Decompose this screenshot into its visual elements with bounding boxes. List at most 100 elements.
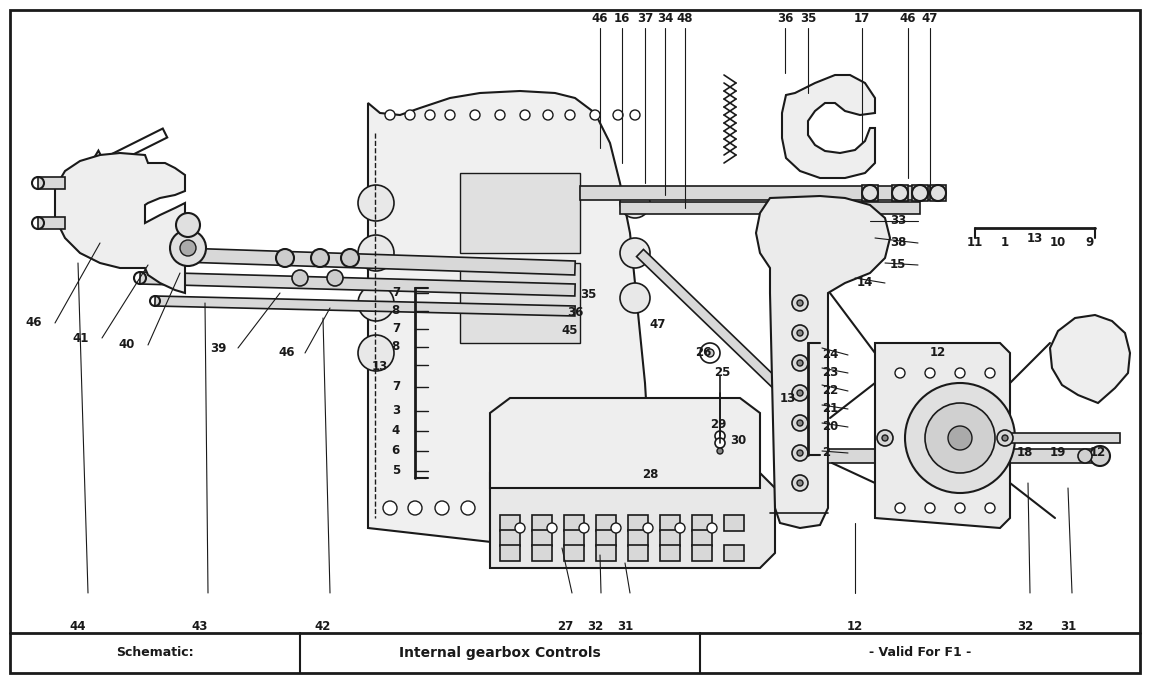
Polygon shape (724, 545, 744, 561)
Text: 16: 16 (614, 12, 630, 25)
Circle shape (905, 383, 1015, 493)
Text: 12: 12 (930, 346, 946, 359)
Circle shape (383, 501, 397, 515)
Circle shape (327, 270, 343, 286)
Circle shape (435, 501, 448, 515)
Polygon shape (490, 473, 775, 568)
Circle shape (986, 503, 995, 513)
Circle shape (792, 475, 808, 491)
Circle shape (792, 445, 808, 461)
Circle shape (895, 368, 905, 378)
Circle shape (792, 355, 808, 371)
Circle shape (515, 523, 526, 533)
Circle shape (716, 448, 723, 454)
Text: 18: 18 (1017, 447, 1033, 460)
Text: 31: 31 (616, 619, 634, 632)
Circle shape (543, 110, 553, 120)
Bar (460, 263, 580, 343)
Text: 13: 13 (1027, 232, 1043, 245)
Text: 36: 36 (567, 307, 583, 320)
Text: Internal gearbox Controls: Internal gearbox Controls (399, 646, 600, 660)
Circle shape (792, 385, 808, 401)
Text: 33: 33 (890, 214, 906, 227)
Circle shape (578, 523, 589, 533)
Circle shape (997, 430, 1013, 446)
Circle shape (408, 501, 422, 515)
Bar (460, 173, 580, 253)
Polygon shape (38, 177, 66, 189)
Text: Schematic:: Schematic: (116, 647, 194, 660)
Circle shape (912, 185, 928, 201)
Polygon shape (500, 515, 520, 531)
Circle shape (675, 523, 685, 533)
Circle shape (1090, 446, 1110, 466)
Circle shape (797, 330, 803, 336)
Text: 44: 44 (70, 619, 86, 632)
Text: 8: 8 (392, 305, 400, 318)
Circle shape (358, 335, 394, 371)
Text: 23: 23 (822, 367, 838, 380)
Polygon shape (500, 545, 520, 561)
Polygon shape (628, 515, 647, 531)
Circle shape (925, 403, 995, 473)
Circle shape (797, 390, 803, 396)
Circle shape (292, 270, 308, 286)
Text: 2: 2 (822, 447, 830, 460)
Circle shape (1078, 449, 1092, 463)
Circle shape (948, 426, 972, 450)
Circle shape (892, 185, 908, 201)
Text: 14: 14 (857, 277, 873, 290)
Text: 47: 47 (650, 318, 666, 331)
Text: 6: 6 (392, 445, 400, 458)
Polygon shape (596, 515, 616, 531)
Text: - Valid For F1 -: - Valid For F1 - (869, 647, 971, 660)
Text: 35: 35 (799, 12, 816, 25)
Circle shape (565, 110, 575, 120)
Text: 46: 46 (899, 12, 917, 25)
Polygon shape (1050, 315, 1130, 403)
Text: 12: 12 (846, 619, 864, 632)
Circle shape (181, 240, 196, 256)
Circle shape (342, 249, 359, 267)
Text: 19: 19 (1050, 447, 1066, 460)
Text: 35: 35 (580, 288, 596, 301)
Circle shape (170, 230, 206, 266)
Text: 9: 9 (1086, 236, 1094, 249)
Text: 46: 46 (25, 316, 41, 329)
Text: 24: 24 (822, 348, 838, 361)
Circle shape (620, 238, 650, 268)
Circle shape (310, 249, 329, 267)
Circle shape (405, 110, 415, 120)
Circle shape (716, 441, 723, 447)
Text: 13: 13 (780, 393, 796, 406)
Text: 29: 29 (710, 419, 726, 432)
Polygon shape (500, 530, 520, 546)
Text: 25: 25 (714, 367, 730, 380)
Circle shape (954, 368, 965, 378)
Circle shape (797, 450, 803, 456)
Text: 46: 46 (278, 346, 294, 359)
Polygon shape (120, 246, 575, 275)
Polygon shape (756, 196, 890, 528)
FancyArrow shape (85, 128, 167, 176)
Polygon shape (692, 545, 712, 561)
Polygon shape (620, 202, 920, 214)
Polygon shape (368, 91, 647, 543)
Circle shape (797, 420, 803, 426)
Text: 7: 7 (392, 322, 400, 335)
Polygon shape (875, 343, 1010, 528)
Circle shape (706, 349, 714, 357)
Text: 15: 15 (890, 258, 906, 272)
Polygon shape (692, 515, 712, 531)
Polygon shape (580, 186, 940, 200)
Polygon shape (660, 545, 680, 561)
Text: 46: 46 (592, 12, 608, 25)
Text: 11: 11 (967, 236, 983, 249)
Text: 3: 3 (392, 404, 400, 417)
Text: 31: 31 (1060, 619, 1076, 632)
Polygon shape (782, 75, 875, 178)
Polygon shape (532, 530, 552, 546)
Circle shape (925, 503, 935, 513)
Text: 40: 40 (118, 339, 135, 352)
Text: 10: 10 (1050, 236, 1066, 249)
